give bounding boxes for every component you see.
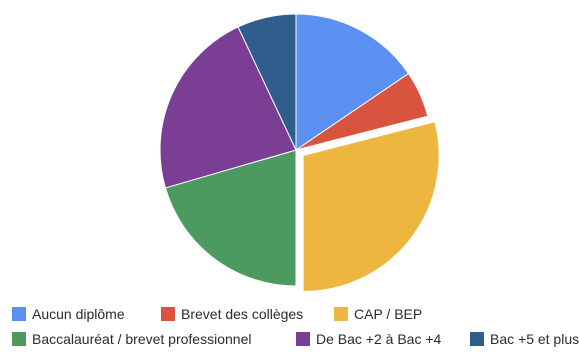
legend-item-aucun-diplome: Aucun diplôme (12, 306, 125, 322)
legend-swatch-cap-bep (334, 307, 348, 321)
pie-slice-baccalaureat-brevet-professionnel (164, 149, 297, 287)
legend-item-baccalaureat-brevet-professionnel: Baccalauréat / brevet professionnel (12, 331, 251, 347)
legend-label-brevet-des-colleges: Brevet des collèges (181, 306, 303, 322)
legend-label-aucun-diplome: Aucun diplôme (32, 306, 125, 322)
legend-item-bac-5-et-plus: Bac +5 et plus (470, 331, 579, 347)
legend-swatch-baccalaureat-brevet-professionnel (12, 332, 26, 346)
pie-slice-aucun-diplome (295, 13, 410, 151)
legend-swatch-bac-5-et-plus (470, 332, 484, 346)
legend-label-baccalaureat-brevet-professionnel: Baccalauréat / brevet professionnel (32, 331, 251, 347)
legend-label-bac-5-et-plus: Bac +5 et plus (490, 331, 579, 347)
legend-item-de-bac-2-a-bac-4: De Bac +2 à Bac +4 (296, 331, 442, 347)
legend-label-de-bac-2-a-bac-4: De Bac +2 à Bac +4 (316, 331, 442, 347)
pie-slice-bac-5-et-plus (237, 13, 297, 151)
legend-label-cap-bep: CAP / BEP (354, 306, 422, 322)
pie-slice-de-bac-2-a-bac-4 (159, 26, 297, 189)
legend-item-brevet-des-colleges: Brevet des collèges (161, 306, 303, 322)
legend-swatch-de-bac-2-a-bac-4 (296, 332, 310, 346)
legend-swatch-brevet-des-colleges (161, 307, 175, 321)
legend-item-cap-bep: CAP / BEP (334, 306, 422, 322)
legend: Aucun diplôme Brevet des collèges CAP / BE… (12, 306, 579, 347)
pie-slice-cap-bep (302, 121, 440, 293)
pie-slices (159, 13, 440, 293)
legend-swatch-aucun-diplome (12, 307, 26, 321)
pie-slice-brevet-des-colleges (295, 72, 429, 151)
